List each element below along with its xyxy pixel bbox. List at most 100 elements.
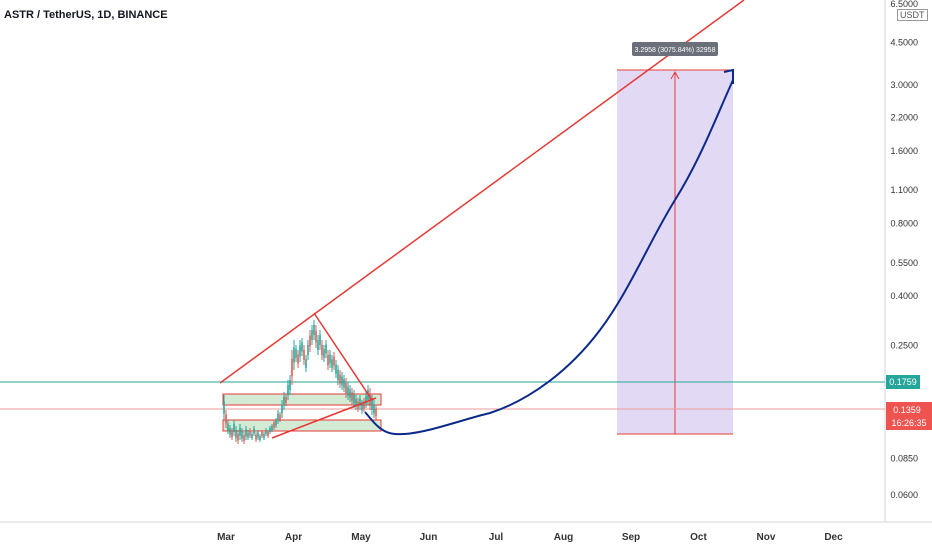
- candle-body: [339, 374, 341, 384]
- candle-body: [225, 414, 227, 424]
- candle-body: [291, 358, 293, 377]
- candle-body: [223, 401, 225, 414]
- y-tick-label: 6.5000: [890, 0, 918, 9]
- candle-body: [277, 413, 279, 421]
- candle-body: [255, 434, 257, 440]
- x-tick-label: Aug: [554, 532, 573, 543]
- candle-body: [245, 429, 247, 437]
- candle-body: [345, 383, 347, 393]
- currency-unit[interactable]: USDT: [897, 9, 928, 21]
- candle-body: [273, 422, 275, 428]
- support-zone[interactable]: [222, 419, 382, 432]
- candle-body: [281, 404, 283, 414]
- candle-body: [327, 355, 329, 365]
- candle-body: [329, 354, 331, 364]
- candle-body: [353, 394, 355, 404]
- x-tick-label: Jun: [420, 532, 438, 543]
- candle-body: [293, 347, 295, 363]
- projection-label-box: [632, 42, 718, 56]
- candle-body: [287, 385, 289, 395]
- candle-body: [297, 354, 299, 364]
- candle-body: [271, 426, 273, 430]
- candle-body: [283, 396, 285, 406]
- candle-body: [303, 350, 305, 360]
- candle-body: [235, 430, 237, 438]
- candle-body: [251, 434, 253, 438]
- candles: [223, 320, 377, 444]
- projection-curve-arrowhead: [723, 68, 734, 84]
- x-tick-label: Oct: [690, 532, 707, 543]
- x-axis[interactable]: Mar Apr May Jun Jul Aug Sep Oct Nov Dec: [217, 532, 843, 543]
- long-trendline[interactable]: [219, 0, 745, 384]
- y-tick-label: 0.5500: [890, 258, 918, 268]
- candle-body: [289, 380, 291, 390]
- candle-body: [371, 400, 373, 410]
- y-tick-label: 0.0850: [890, 453, 918, 463]
- candle-body: [349, 389, 351, 398]
- level-price-tag: [886, 375, 920, 389]
- candle-body: [301, 342, 303, 352]
- candle-body: [265, 430, 267, 434]
- candle-body: [295, 349, 297, 358]
- y-tick-label: 1.6000: [890, 146, 918, 156]
- candle-body: [373, 404, 375, 414]
- chart-title: ASTR / TetherUS, 1D, BINANCE: [4, 9, 168, 21]
- candle-body: [275, 420, 277, 426]
- projection-curve[interactable]: [364, 79, 734, 436]
- candle-body: [269, 428, 271, 432]
- y-tick-label: 4.5000: [890, 38, 918, 48]
- candle-body: [375, 408, 377, 417]
- candle-body: [237, 433, 239, 441]
- candle-body: [319, 335, 321, 345]
- candle-body: [343, 379, 345, 388]
- x-tick-label: Dec: [824, 532, 843, 543]
- candle-body: [313, 325, 315, 335]
- candle-body: [247, 432, 249, 438]
- candle-body: [239, 428, 241, 436]
- y-tick-label: 2.2000: [890, 113, 918, 123]
- y-axis[interactable]: 6.5000 4.5000 3.0000 2.2000 1.6000 1.1000 0.80…: [890, 0, 918, 500]
- candle-body: [341, 376, 343, 386]
- candle-body: [365, 396, 367, 404]
- candle-body: [299, 345, 301, 357]
- descending-trendline[interactable]: [313, 312, 373, 401]
- x-tick-label: Sep: [622, 532, 640, 543]
- y-tick-label: 3.0000: [890, 80, 918, 90]
- lower-trendline[interactable]: [271, 397, 377, 439]
- candle-body: [243, 435, 245, 441]
- countdown-label: 16:26:35: [891, 418, 926, 428]
- x-tick-label: Jul: [489, 532, 504, 543]
- candle-body: [233, 424, 235, 432]
- candle-body: [241, 431, 243, 439]
- candle-body: [307, 345, 309, 355]
- resistance-zone[interactable]: [222, 393, 382, 406]
- candle-body: [335, 364, 337, 374]
- candle-body: [261, 432, 263, 436]
- candle-body: [259, 436, 261, 440]
- candle-body: [355, 398, 357, 407]
- x-tick-label: May: [351, 532, 371, 543]
- candle-body: [323, 349, 325, 358]
- candle-body: [333, 356, 335, 366]
- candle-body: [227, 423, 229, 431]
- candle-body: [347, 386, 349, 396]
- candle-body: [231, 431, 233, 437]
- candle-body: [267, 432, 269, 436]
- candle-body: [279, 414, 281, 420]
- candle-body: [257, 432, 259, 438]
- candle-body: [229, 428, 231, 435]
- candle-body: [369, 393, 371, 405]
- candle-body: [309, 335, 311, 347]
- candle-body: [317, 340, 319, 350]
- projection-measure-arrowhead: [670, 70, 680, 80]
- candle-body: [325, 344, 327, 354]
- y-tick-label: 0.8000: [890, 219, 918, 229]
- candle-body: [337, 370, 339, 380]
- x-tick-label: Apr: [285, 532, 302, 543]
- candle-body: [363, 401, 365, 409]
- candle-body: [315, 330, 317, 343]
- candle-body: [253, 428, 255, 434]
- x-tick-label: Mar: [217, 532, 235, 543]
- candle-body: [249, 430, 251, 436]
